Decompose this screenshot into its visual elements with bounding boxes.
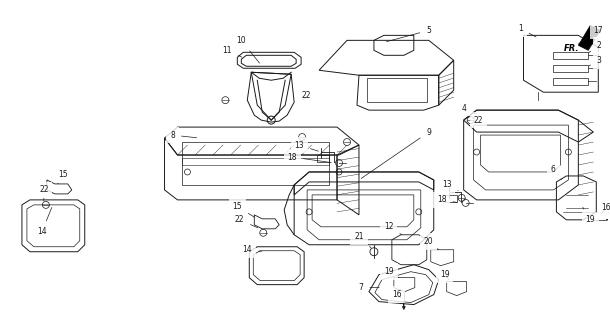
Text: 12: 12 [384,222,402,235]
Text: 22: 22 [39,185,49,201]
Text: 13: 13 [295,140,318,151]
Polygon shape [578,25,600,50]
Text: 13: 13 [442,180,458,191]
Text: 14: 14 [243,245,262,254]
FancyArrow shape [403,301,405,309]
Text: 16: 16 [601,204,610,214]
Text: 17: 17 [579,26,603,44]
Text: 8: 8 [170,131,196,140]
Text: 22: 22 [301,91,311,100]
Text: 20: 20 [424,237,439,250]
Text: 18: 18 [287,153,331,163]
Text: 10: 10 [237,36,259,63]
Text: FR.: FR. [564,44,579,53]
Text: 19: 19 [384,267,399,278]
Text: 3: 3 [589,56,601,66]
Text: 11: 11 [223,46,242,57]
Text: 2: 2 [589,41,601,53]
Text: 15: 15 [232,202,255,217]
Text: 5: 5 [387,26,431,42]
Text: 4: 4 [461,104,476,114]
Text: 9: 9 [361,128,431,178]
Text: 6: 6 [551,165,562,180]
Text: 16: 16 [392,290,401,299]
Text: 7: 7 [359,283,379,292]
Text: 19: 19 [440,270,450,280]
Text: 21: 21 [354,232,371,248]
Text: 15: 15 [58,171,68,184]
FancyArrow shape [606,218,610,221]
Text: 1: 1 [518,24,536,37]
Text: 18: 18 [437,196,457,204]
Text: 19: 19 [583,207,595,224]
Text: 22: 22 [235,215,257,228]
Text: 22: 22 [474,116,483,124]
Text: 14: 14 [37,207,52,236]
